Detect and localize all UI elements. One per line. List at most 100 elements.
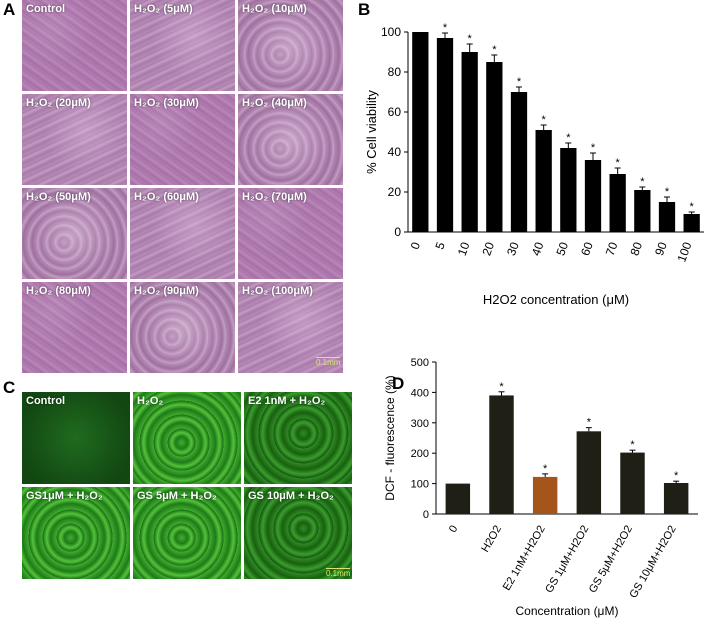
x-tick-label: 40: [529, 240, 547, 258]
x-tick-label: 20: [479, 240, 497, 258]
significance-star: *: [674, 470, 679, 482]
x-axis-label: H2O2 concentration (μM): [483, 292, 629, 307]
y-tick-label: 200: [411, 448, 429, 460]
y-axis-label: % Cell viability: [364, 90, 379, 174]
micrograph-c-label: E2 1nM + H₂O₂: [248, 395, 326, 407]
significance-star: *: [690, 201, 695, 213]
significance-star: *: [542, 114, 547, 126]
micrograph-a-9: H₂O₂ (70μM): [238, 188, 343, 279]
y-tick-label: 100: [381, 25, 401, 39]
significance-star: *: [543, 463, 548, 475]
micrograph-c-5: GS 5μM + H₂O₂: [133, 487, 241, 579]
x-tick-label: GS 5μM+H2O2: [587, 524, 635, 596]
micrograph-a-label: H₂O₂ (40μM): [242, 97, 307, 109]
micrograph-a-2: H₂O₂ (5μM): [130, 0, 235, 91]
x-tick-label: 30: [504, 240, 522, 258]
bar-10: [461, 52, 478, 232]
bar-50: [560, 148, 577, 232]
x-tick-label: 90: [652, 240, 670, 258]
bar-30: [510, 92, 528, 232]
bar-40: [535, 130, 552, 232]
y-tick-label: 400: [411, 387, 429, 399]
micrograph-a-label: H₂O₂ (20μM): [26, 97, 91, 109]
micrograph-c-label: GS 5μM + H₂O₂: [137, 490, 217, 502]
bar-GS 10μM+H2O2: [663, 482, 689, 514]
bar-100: [683, 214, 700, 232]
micrograph-a-label: H₂O₂ (80μM): [26, 285, 91, 297]
micrograph-a-11: H₂O₂ (90μM): [130, 282, 235, 373]
panel-letter-b: B: [358, 0, 371, 19]
micrograph-c-label: Control: [26, 395, 66, 407]
bar-90: [658, 202, 676, 232]
significance-star: *: [616, 157, 621, 169]
micrograph-a-1: Control: [22, 0, 127, 91]
micrograph-a-label: H₂O₂ (30μM): [134, 97, 199, 109]
micrograph-a-label: H₂O₂ (50μM): [26, 191, 91, 203]
significance-star: *: [630, 439, 635, 451]
micrograph-c-4: GS1μM + H₂O₂: [22, 487, 130, 579]
micrograph-c-3: E2 1nM + H₂O₂: [244, 392, 352, 484]
x-tick-label: 5: [432, 240, 448, 251]
bar-GS 5μM+H2O2: [620, 452, 645, 514]
bar-H2O2: [489, 395, 514, 514]
bar-70: [609, 174, 626, 232]
bar-60: [584, 160, 602, 232]
micrograph-a-label: Control: [26, 3, 66, 15]
panel-letter-a: A: [3, 0, 16, 19]
micrograph-c-2: H₂O₂: [133, 392, 241, 484]
micrograph-a-6: H₂O₂ (40μM): [238, 94, 343, 185]
bar-5: [436, 38, 454, 232]
y-tick-label: 300: [411, 418, 429, 430]
y-axis-label: DCF - fluorescence (%): [383, 375, 397, 500]
y-tick-label: 60: [388, 105, 402, 119]
micrograph-a-7: H₂O₂ (50μM): [22, 188, 127, 279]
significance-star: *: [587, 417, 592, 429]
x-tick-label: 0: [447, 524, 460, 535]
y-tick-label: 500: [411, 357, 429, 369]
micrograph-c-label: GS1μM + H₂O₂: [26, 490, 103, 502]
micrograph-a-8: H₂O₂ (60μM): [130, 188, 235, 279]
significance-star: *: [566, 132, 571, 144]
micrograph-a-label: H₂O₂ (100μM): [242, 285, 313, 297]
significance-star: *: [468, 33, 473, 45]
chart-d-dcf-fluorescence: 0 100 200 300 400 500 0 * H2O2 * E2 1nM+H2O2 * GS 1μ…: [383, 357, 698, 618]
micrograph-a-label: H₂O₂ (90μM): [134, 285, 199, 297]
y-tick-label: 40: [388, 145, 402, 159]
micrograph-a-3: H₂O₂ (10μM): [238, 0, 343, 91]
panel-letter-c: C: [3, 378, 16, 397]
x-tick-label: E2 1nM+H2O2: [501, 524, 548, 593]
x-tick-label: GS 10μM+H2O2: [627, 524, 678, 601]
micrograph-a-4: H₂O₂ (20μM): [22, 94, 127, 185]
x-tick-label: 60: [578, 240, 596, 258]
micrograph-a-label: H₂O₂ (5μM): [134, 3, 193, 15]
micrograph-a-10: H₂O₂ (80μM): [22, 282, 127, 373]
bar-20: [486, 62, 503, 232]
bar-0: [412, 32, 429, 232]
bar-GS 1μM+H2O2: [576, 431, 602, 514]
significance-star: *: [499, 381, 504, 393]
scale-bar-c: 0.1mm: [326, 568, 351, 578]
panel-letter-d: D: [392, 374, 405, 393]
x-tick-label: 10: [455, 240, 473, 258]
micrograph-c-label: GS 10μM + H₂O₂: [248, 490, 334, 502]
chart-b-cell-viability: 0 20 40 60 80 100 0 * 5 * 10 * 20 * 30 * 40 * 50 * 60 * 70 * 80 *…: [364, 22, 704, 307]
micrograph-a-label: H₂O₂ (60μM): [134, 191, 199, 203]
micrograph-c-label: H₂O₂: [137, 395, 164, 407]
micrograph-a-label: H₂O₂ (70μM): [242, 191, 307, 203]
x-axis-label: Concentration (μM): [516, 604, 619, 618]
x-tick-label: H2O2: [479, 524, 504, 555]
significance-star: *: [517, 76, 522, 88]
x-tick-label: 80: [627, 240, 645, 258]
y-tick-label: 0: [423, 509, 429, 521]
significance-star: *: [443, 22, 448, 34]
bar-0: [445, 483, 471, 514]
scale-bar-a: 0.1mm: [316, 357, 341, 367]
significance-star: *: [492, 44, 497, 56]
micrograph-c-1: Control: [22, 392, 130, 484]
bar-80: [634, 190, 651, 232]
x-tick-label: 100: [674, 240, 694, 264]
significance-star: *: [591, 142, 596, 154]
x-tick-label: 70: [603, 240, 621, 258]
y-tick-label: 100: [411, 479, 429, 491]
micrograph-a-5: H₂O₂ (30μM): [130, 94, 235, 185]
